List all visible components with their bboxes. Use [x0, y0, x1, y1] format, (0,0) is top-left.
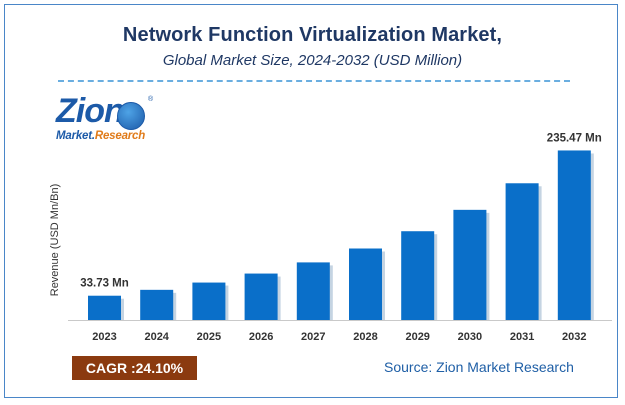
x-tick-label: 2032 [562, 331, 586, 343]
logo-sub-left: Market. [56, 130, 95, 142]
x-tick-label: 2025 [197, 331, 221, 343]
data-label: 235.47 Mn [547, 132, 602, 144]
x-tick-label: 2029 [405, 331, 429, 343]
bar-2025 [192, 282, 226, 320]
bar-2028 [349, 248, 382, 320]
bar-2026 [244, 273, 278, 320]
x-tick-label: 2023 [92, 331, 116, 343]
source-note: Source: Zion Market Research [384, 359, 574, 375]
logo-sub-right: Research [94, 130, 146, 142]
cagr-value: 24.10% [135, 360, 184, 376]
x-tick-label: 2026 [249, 331, 273, 343]
bar-2030 [453, 209, 487, 320]
cagr-badge: CAGR : 24.10% [72, 356, 197, 380]
zion-logo: Zion ® Market.Research [56, 92, 156, 148]
bar-2032 [557, 150, 591, 320]
title-divider [58, 80, 570, 82]
chart-title: Network Function Virtualization Market, [122, 24, 503, 46]
x-tick-label: 2027 [301, 331, 325, 343]
logo-subtitle: Market.Research [56, 130, 145, 142]
cagr-label: CAGR : [85, 360, 136, 376]
x-tick-label: 2024 [144, 331, 169, 343]
globe-icon [117, 102, 145, 130]
x-tick-label: 2030 [458, 331, 482, 343]
registered-mark: ® [148, 96, 154, 103]
bar-2031 [505, 183, 539, 320]
bar-2029 [401, 231, 435, 320]
data-label: 33.73 Mn [80, 278, 129, 290]
bar-2024 [140, 289, 174, 320]
bar-2023 [88, 295, 121, 320]
bar-2027 [296, 262, 330, 320]
chart-subtitle: Global Market Size, 2024-2032 (USD Milli… [162, 52, 463, 69]
x-tick-label: 2028 [353, 331, 377, 343]
x-tick-label: 2031 [510, 331, 534, 343]
logo-name: Zion [56, 92, 125, 130]
